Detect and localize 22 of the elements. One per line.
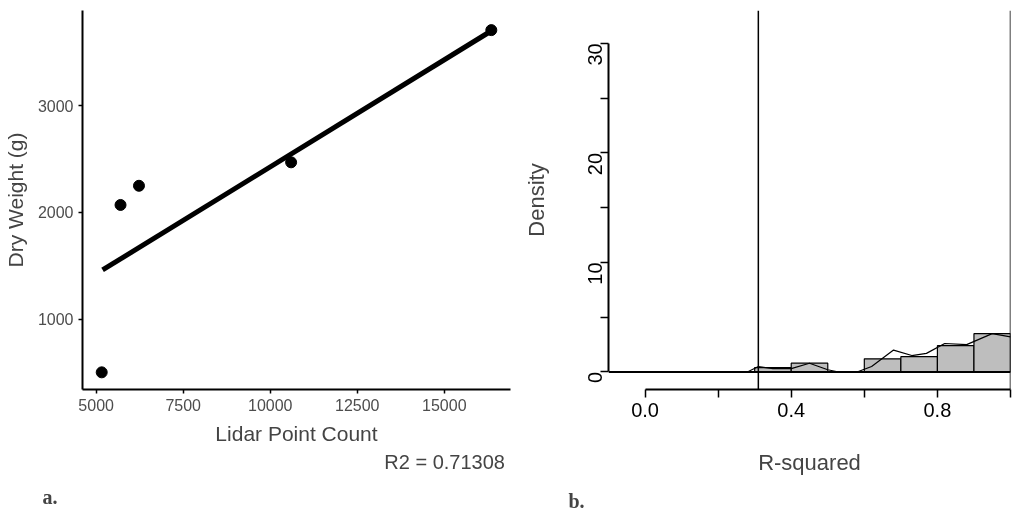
y-tick-label: 3000 [37,97,74,115]
x-tick-label: 5000 [78,396,115,414]
text: R2 = 0.71308 [384,450,505,473]
text: a. [42,485,58,508]
x-tick-label: 0.4 [777,398,806,421]
text: b. [568,489,585,512]
y-tick-label: 10 [584,262,607,285]
x-tick-label: 0.8 [923,398,952,421]
y-tick-label: 20 [584,152,607,176]
x-axis-title: Lidar Point Count [215,421,378,445]
x-tick-label: 0.0 [631,398,659,421]
x-tick-label: 10000 [247,396,293,414]
x-tick-label: 7500 [165,396,202,414]
y-tick-label: 1000 [37,311,74,329]
y-tick-label: 0 [584,371,607,384]
y-axis-title: Dry Weight (g) [3,132,27,268]
x-axis-title: R-squared [758,449,861,475]
x-tick-label: 12500 [335,396,380,414]
y-tick-label: 2000 [37,204,74,222]
y-axis-title: Density [523,163,549,237]
x-tick-label: 15000 [422,396,467,414]
y-tick-label: 30 [584,43,607,66]
